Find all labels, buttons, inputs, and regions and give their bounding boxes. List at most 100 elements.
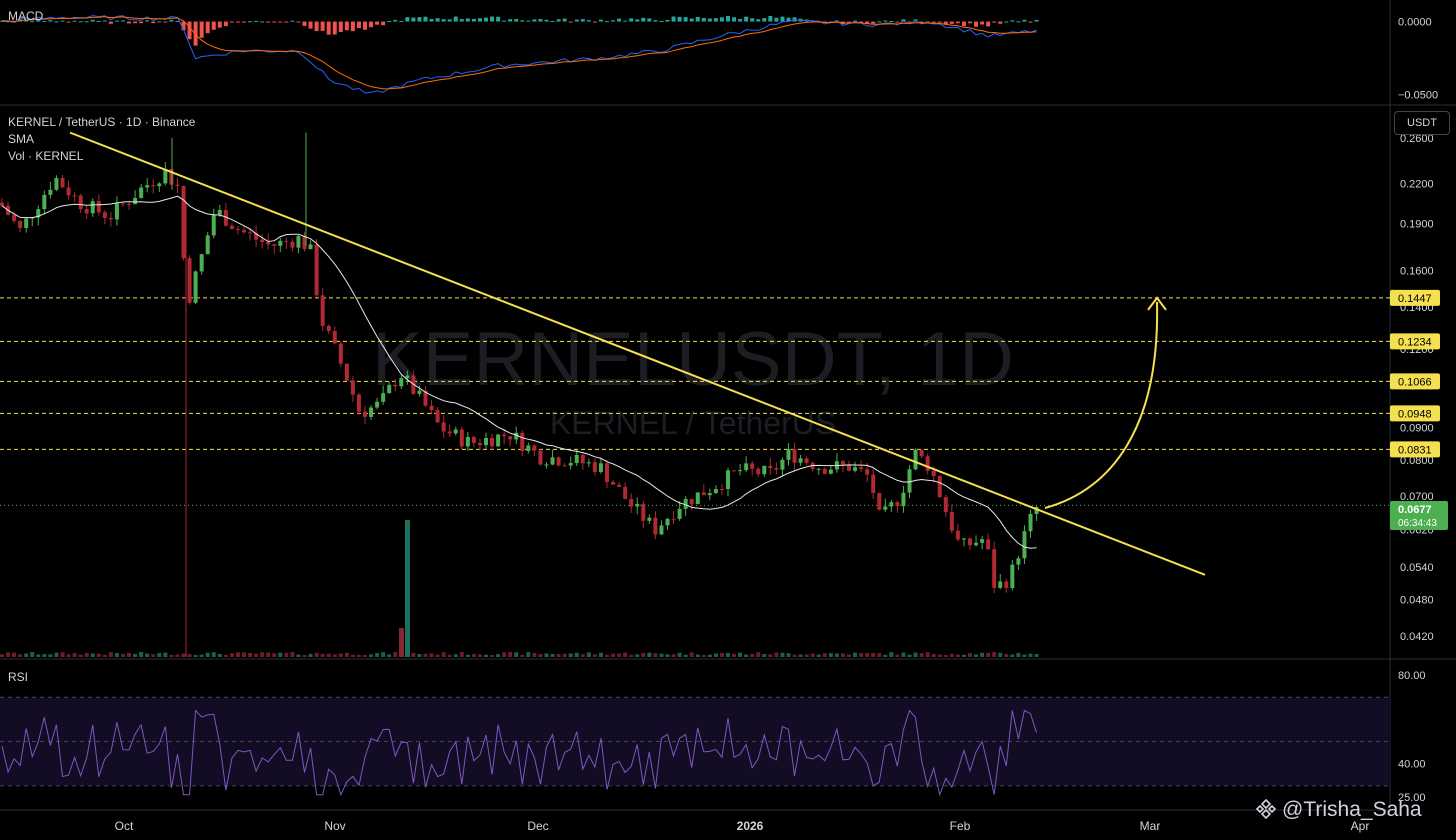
macd-histogram-bar <box>647 18 652 22</box>
volume-bar <box>659 653 664 657</box>
volume-bar <box>695 654 700 657</box>
volume-bar <box>925 652 930 657</box>
candle-body <box>423 390 428 406</box>
candle-body <box>598 463 603 473</box>
candle-body <box>586 462 591 464</box>
macd-histogram-bar <box>163 21 168 23</box>
macd-histogram-bar <box>629 18 634 22</box>
candle-body <box>635 503 640 507</box>
macd-histogram-bar <box>405 17 410 22</box>
macd-histogram-bar <box>54 21 59 23</box>
volume-bar <box>459 652 464 657</box>
candles <box>0 132 1039 657</box>
candle-body <box>532 445 537 451</box>
candle-body <box>1010 564 1015 588</box>
macd-legend[interactable]: MACD <box>8 9 44 23</box>
macd-histogram-bar <box>520 20 525 22</box>
candle-body <box>877 492 882 510</box>
volume-bar <box>453 654 458 657</box>
candle-body <box>804 458 809 463</box>
macd-histogram-bar <box>169 19 174 22</box>
macd-histogram-bar <box>768 15 773 22</box>
macd-histogram-bar <box>671 16 676 22</box>
volume-bar <box>726 653 730 657</box>
volume-bar <box>520 654 525 657</box>
candle-body <box>133 197 138 205</box>
macd-histogram-bar <box>992 21 997 23</box>
candle-body <box>199 254 204 272</box>
macd-histogram-bar <box>133 21 138 24</box>
volume-bar <box>1028 653 1033 657</box>
candle-body <box>405 375 410 379</box>
macd-histogram-bar <box>114 20 119 22</box>
candle-body <box>931 470 936 477</box>
symbol-title[interactable]: KERNEL / TetherUS · 1D · Binance <box>8 115 196 129</box>
macd-histogram-bar <box>157 21 162 23</box>
volume-bar <box>889 652 894 657</box>
volume-bar <box>60 652 65 657</box>
horizontal-levels[interactable] <box>0 297 1390 506</box>
macd-histogram-bar <box>447 19 452 22</box>
volume-bar <box>72 653 77 657</box>
volume-bar <box>514 652 519 657</box>
candle-body <box>102 212 107 218</box>
volume-bar <box>248 652 253 657</box>
macd-histogram-bar <box>738 18 743 22</box>
volume-bar <box>532 652 537 657</box>
macd-histogram-bar <box>756 19 761 22</box>
candle-body <box>417 390 422 394</box>
macd-histogram-bar <box>713 18 718 22</box>
volume-bar <box>859 653 864 657</box>
volume-bar <box>641 652 646 657</box>
volume-bar <box>484 654 488 657</box>
sma-legend[interactable]: SMA <box>8 132 35 146</box>
candle-body <box>780 459 785 470</box>
price-tick: 0.1600 <box>1400 265 1434 277</box>
candle-body <box>556 457 561 466</box>
level-badge-text: 0.1234 <box>1398 336 1432 348</box>
volume-bar <box>750 653 755 657</box>
macd-histogram-bar <box>701 18 706 22</box>
volume-bar <box>447 654 452 657</box>
macd-histogram-bar <box>937 21 942 23</box>
projection-arrow[interactable] <box>1044 296 1167 509</box>
volume-bar <box>242 652 246 657</box>
volume-bar <box>181 653 186 657</box>
volume-bar <box>853 652 858 657</box>
candle-body <box>235 229 240 231</box>
volume-bar <box>326 653 331 657</box>
volume-legend[interactable]: Vol · KERNEL <box>8 149 84 163</box>
volume-bar <box>278 652 283 657</box>
macd-histogram-bar <box>871 21 876 24</box>
macd-histogram-bar <box>411 17 416 22</box>
macd-histogram-bar <box>235 21 240 23</box>
candle-body <box>42 194 47 210</box>
candle-body <box>1028 513 1033 532</box>
rsi-legend[interactable]: RSI <box>8 670 29 684</box>
macd-histogram-bar <box>266 21 271 23</box>
candle-body <box>18 221 23 228</box>
macd-histogram-bar <box>586 20 591 22</box>
volume-bar <box>986 652 991 657</box>
macd-histogram-bar <box>211 21 216 30</box>
volume-bar <box>968 653 972 657</box>
candle-body <box>617 484 622 487</box>
macd-histogram-bar <box>847 21 851 23</box>
candle-body <box>1022 531 1027 559</box>
macd-histogram-bar <box>774 17 779 22</box>
candle-body <box>36 209 41 218</box>
price-tick: 0.0800 <box>1400 455 1434 467</box>
macd-histogram-bar <box>387 21 392 23</box>
projection-arrowhead <box>1147 296 1167 311</box>
time-tick: Apr <box>1351 819 1370 833</box>
macd-histogram-bar <box>471 18 476 22</box>
candle-body <box>72 195 77 197</box>
volume-bar <box>350 654 355 657</box>
macd-histogram-bar <box>260 21 265 23</box>
macd-histogram-bar <box>502 20 507 22</box>
macd-histogram-bar <box>484 17 488 22</box>
descending-trendline[interactable] <box>69 131 1206 576</box>
currency-button[interactable]: USDT <box>1394 111 1450 135</box>
macd-histogram-bar <box>399 21 404 23</box>
